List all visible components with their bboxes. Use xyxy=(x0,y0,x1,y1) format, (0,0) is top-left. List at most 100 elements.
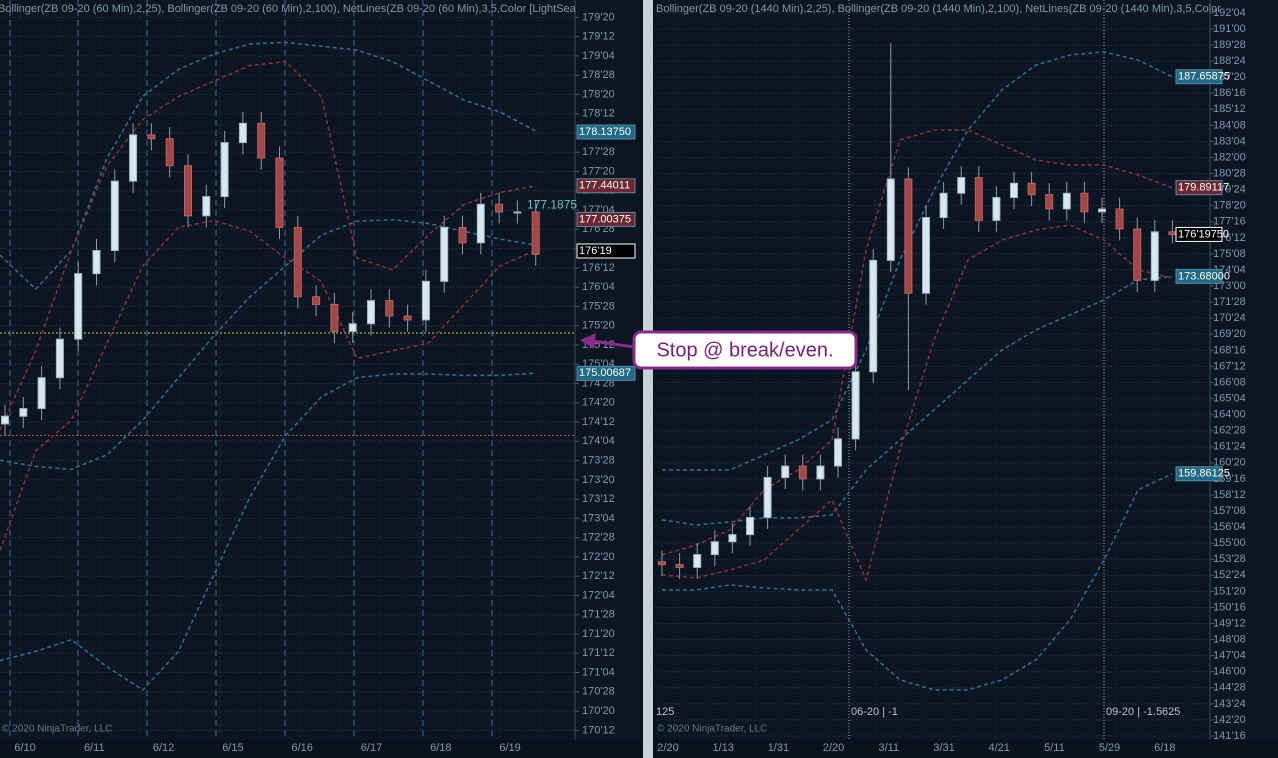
y-tick-label: 144'28 xyxy=(1213,682,1246,694)
candle-body xyxy=(37,377,46,410)
price-marker-label: 187.65875 xyxy=(1178,71,1230,83)
price-marker xyxy=(576,178,636,194)
y-tick-label: 191'00 xyxy=(1213,23,1246,35)
x-tick-label: 6/19 xyxy=(499,742,520,754)
candle-body xyxy=(869,259,878,373)
y-tick-label: 182'00 xyxy=(1213,151,1246,163)
candle-body xyxy=(147,134,156,140)
x-tick-label: 6/16 xyxy=(291,742,312,754)
price-annotation: 177.1875 xyxy=(527,197,577,211)
band-line xyxy=(661,129,1173,556)
y-tick-label: 160'20 xyxy=(1213,457,1246,469)
y-tick-label: 180'28 xyxy=(1213,168,1246,180)
copyright: © 2020 NinjaTrader, LLC xyxy=(2,724,112,735)
y-tick-label: 176'04 xyxy=(582,281,615,293)
candle-body xyxy=(19,408,28,417)
y-tick-label: 178'20 xyxy=(1213,200,1246,212)
price-marker-label: 179.89117 xyxy=(1178,182,1229,194)
candle-body xyxy=(476,203,485,244)
x-tick-label: 6/17 xyxy=(361,742,382,754)
candle-body xyxy=(1010,182,1018,199)
candle-body xyxy=(1080,192,1089,213)
y-tick-label: 185'12 xyxy=(1213,103,1246,115)
candle-body xyxy=(922,217,930,294)
callout: Stop @ break/even. xyxy=(580,330,858,370)
y-tick-label: 169'20 xyxy=(1213,328,1246,340)
candle-body xyxy=(746,516,754,536)
candle-body xyxy=(367,300,375,325)
left-panel xyxy=(0,0,641,740)
y-tick-label: 174'04 xyxy=(582,435,615,447)
price-marker-label: 175.00687 xyxy=(579,367,631,379)
y-tick-label: 150'16 xyxy=(1213,601,1246,613)
candle-body xyxy=(403,315,412,321)
x-tick-label: 5/11 xyxy=(1044,742,1065,754)
candle-body xyxy=(385,300,394,317)
candle-body xyxy=(165,138,174,167)
left-time-axis xyxy=(0,740,641,758)
price-marker xyxy=(1175,268,1223,284)
x-tick-label: 3/31 xyxy=(933,742,954,754)
y-tick-label: 177'28 xyxy=(582,146,615,158)
band-line xyxy=(661,224,1173,583)
y-tick-label: 178'12 xyxy=(582,108,615,120)
candle-body xyxy=(992,197,1001,221)
candle-body xyxy=(974,177,983,221)
x-tick-label: 6/18 xyxy=(430,742,451,754)
y-tick-label: 151'20 xyxy=(1213,585,1246,597)
panel-splitter[interactable] xyxy=(643,0,653,758)
candle-body xyxy=(92,250,101,275)
y-tick-label: 170'12 xyxy=(582,724,615,736)
candle-body xyxy=(202,196,211,217)
candle-body xyxy=(238,122,247,144)
candle-body xyxy=(763,476,772,518)
x-tick-label: 4/21 xyxy=(988,742,1009,754)
price-marker-label: 176'19750 xyxy=(1178,228,1229,240)
x-tick-label: 6/12 xyxy=(153,742,174,754)
y-tick-label: 149'12 xyxy=(1213,617,1246,629)
candle-body xyxy=(675,564,684,568)
price-marker-label: 177.44011 xyxy=(579,180,630,192)
y-tick-label: 177'16 xyxy=(1213,216,1246,228)
x-tick-label: 1/31 xyxy=(768,742,789,754)
price-marker xyxy=(1175,226,1223,242)
y-tick-label: 175'20 xyxy=(582,320,615,332)
y-tick-label: 188'24 xyxy=(1213,55,1246,67)
band-line xyxy=(0,41,536,291)
price-marker-label: 178.13750 xyxy=(579,126,631,138)
band-line xyxy=(662,51,1173,471)
candle-body xyxy=(531,211,540,255)
price-marker xyxy=(1175,69,1223,85)
candle-body xyxy=(74,273,83,340)
y-tick-label: 171'12 xyxy=(582,647,615,659)
y-tick-label: 142'20 xyxy=(1213,714,1246,726)
candle-body xyxy=(851,371,860,440)
candle-body xyxy=(513,211,522,214)
x-tick-label: 6/10 xyxy=(14,742,35,754)
callout-box xyxy=(632,330,858,370)
candle-body xyxy=(458,226,467,244)
candle-body xyxy=(1027,182,1036,196)
candle-body xyxy=(904,178,913,294)
band-line xyxy=(0,372,536,691)
candle-body xyxy=(55,338,64,379)
candle-body xyxy=(440,226,449,282)
price-marker-label: 159.86125 xyxy=(1178,468,1230,480)
candle-body xyxy=(110,180,119,252)
callout-arrow xyxy=(591,339,635,349)
y-tick-label: 179'12 xyxy=(582,31,615,43)
candle-body xyxy=(421,280,430,321)
callout-arrowhead xyxy=(580,333,596,349)
candle-body xyxy=(798,465,807,480)
y-tick-label: 192'04 xyxy=(1213,7,1246,19)
y-tick-label: 158'12 xyxy=(1213,489,1246,501)
corner-label: 125 xyxy=(656,706,674,718)
x-tick-label: 2/20 xyxy=(823,742,844,754)
y-tick-label: 178'28 xyxy=(582,69,615,81)
y-tick-label: 179'04 xyxy=(582,50,615,62)
y-tick-label: 170'28 xyxy=(582,686,615,698)
price-marker-label: 177.00375 xyxy=(579,213,631,225)
plot xyxy=(655,0,1210,740)
y-tick-label: 170'24 xyxy=(1213,312,1246,324)
